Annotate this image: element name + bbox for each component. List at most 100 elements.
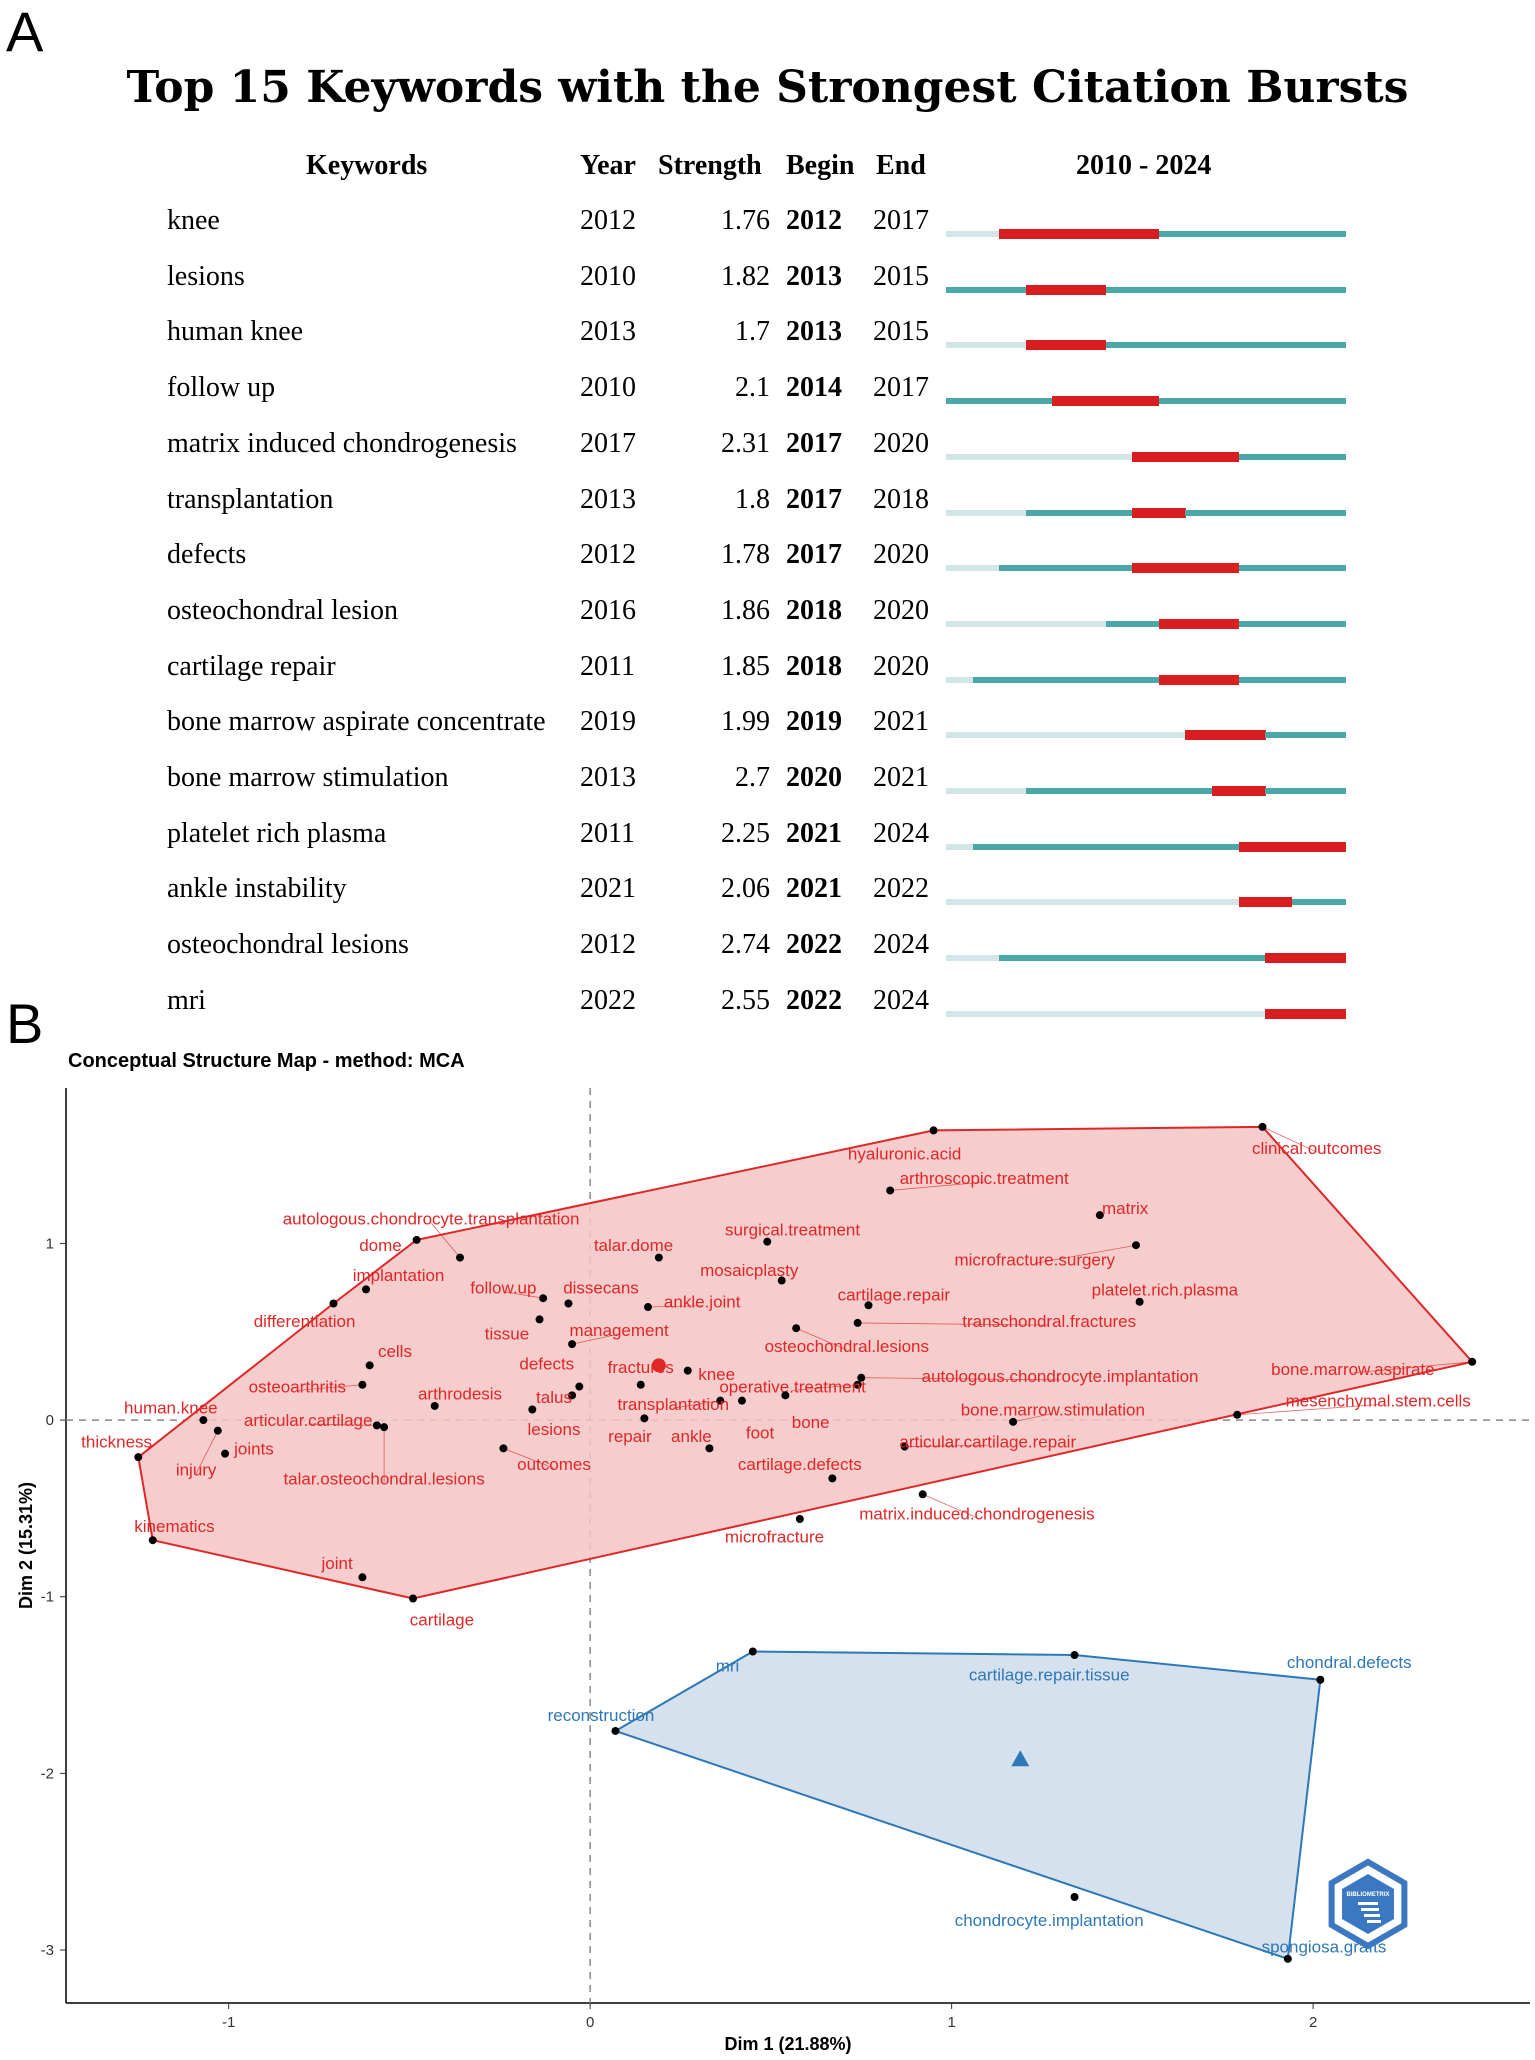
panel-a-letter: A [6, 0, 44, 63]
active-segment [972, 676, 1000, 683]
active-segment [1212, 843, 1240, 850]
burst-begin: 2021 [786, 873, 842, 905]
burst-segment [1052, 229, 1080, 239]
active-segment [1238, 509, 1266, 516]
active-segment [1238, 453, 1266, 460]
label-leader-line [1034, 1244, 1137, 1264]
active-segment [1185, 955, 1213, 962]
inactive-segment [946, 732, 974, 739]
inactive-segment [972, 342, 1000, 349]
burst-year: 2022 [580, 984, 636, 1016]
inactive-segment [1079, 732, 1107, 739]
active-segment [1291, 342, 1319, 349]
data-point [643, 1303, 652, 1312]
burst-year: 2021 [580, 873, 636, 905]
burst-row: osteochondral lesion 2016 1.86 2018 2020 [0, 595, 1535, 651]
header-keywords: Keywords [306, 150, 428, 181]
active-segment [946, 286, 974, 293]
burst-segment [1265, 897, 1293, 908]
y-tick-label: 0 [46, 1412, 54, 1429]
data-point [1070, 1893, 1079, 1902]
burst-keyword: osteochondral lesion [167, 594, 398, 626]
burst-keyword: mri [167, 984, 206, 1016]
burst-segment [1132, 451, 1160, 462]
data-point-label: defects [519, 1355, 574, 1374]
active-segment [1291, 453, 1319, 460]
inactive-segment [999, 509, 1027, 516]
burst-strength: 1.86 [721, 594, 770, 626]
data-point [1233, 1410, 1242, 1419]
burst-keyword: bone marrow aspirate concentrate [167, 706, 546, 738]
burst-end: 2024 [873, 929, 929, 961]
data-point [372, 1421, 381, 1430]
burst-end: 2020 [873, 650, 929, 682]
burst-row: cartilage repair 2011 1.85 2018 2020 [0, 651, 1535, 707]
active-segment [1318, 342, 1346, 349]
data-point-label: talar.dome [594, 1236, 673, 1255]
inactive-segment [972, 1010, 1000, 1017]
data-point [358, 1380, 367, 1389]
burst-segment [1052, 284, 1080, 295]
data-point-label: bone.marrow.stimulation [961, 1400, 1145, 1419]
burst-segment [1291, 1008, 1319, 1019]
label-leader-line [792, 1384, 858, 1391]
burst-row: follow up 2010 2.1 2014 2017 [0, 372, 1535, 428]
inactive-segment [999, 620, 1027, 627]
inactive-segment [1025, 620, 1053, 627]
data-point [792, 1324, 801, 1333]
inactive-segment [972, 899, 1000, 906]
inactive-segment [999, 342, 1027, 349]
inactive-segment [946, 899, 974, 906]
bibliometrix-logo-bar [1361, 1908, 1379, 1911]
data-point [654, 1253, 663, 1262]
label-leader-line [673, 1400, 721, 1409]
active-segment [1318, 788, 1346, 794]
burst-segment [1158, 451, 1186, 462]
burst-end: 2015 [873, 316, 929, 348]
burst-strength: 1.76 [721, 205, 770, 236]
data-point-label: clinical.outcomes [1252, 1139, 1381, 1158]
header-begin: Begin [786, 150, 855, 181]
data-point-label: autologous.chondrocyte.implantation [922, 1367, 1199, 1386]
label-leader-line [857, 1322, 1050, 1326]
active-segment [1158, 843, 1186, 850]
data-point [781, 1391, 790, 1400]
data-point-label: osteoarthritis [249, 1378, 346, 1397]
burst-strength: 2.25 [721, 817, 770, 849]
active-segment [1105, 955, 1133, 962]
active-segment [1185, 342, 1213, 349]
data-point-label: transchondral.fractures [962, 1312, 1136, 1331]
burst-end: 2021 [873, 762, 929, 793]
active-segment [1132, 676, 1160, 683]
data-point [777, 1276, 786, 1285]
active-segment [1132, 286, 1160, 293]
active-segment [972, 843, 1000, 850]
active-segment [1318, 620, 1346, 627]
burst-segment [1025, 340, 1053, 351]
cluster-hull [613, 1650, 1322, 1961]
active-segment [999, 565, 1027, 572]
active-segment [1265, 732, 1293, 739]
active-segment [1132, 620, 1160, 627]
burst-segment [1212, 730, 1240, 741]
active-segment [1291, 398, 1319, 405]
active-segment [1132, 788, 1160, 794]
y-tick-label: 1 [46, 1235, 54, 1252]
active-segment [1052, 788, 1080, 794]
active-segment [1318, 676, 1346, 683]
label-leader-line [430, 1222, 461, 1258]
active-segment [1238, 565, 1266, 572]
label-leader-line [503, 1291, 544, 1299]
burst-strength: 2.31 [721, 427, 770, 459]
burst-keyword: matrix induced chondrogenesis [167, 427, 517, 459]
data-point-label: talus [536, 1388, 572, 1407]
burst-year: 2017 [580, 427, 636, 459]
inactive-segment [1079, 453, 1107, 460]
panel-b-letter: B [6, 992, 44, 1055]
burst-segment [1265, 953, 1293, 964]
data-point [748, 1647, 757, 1656]
data-point-label: cells [378, 1342, 412, 1361]
data-point-label: tissue [485, 1325, 529, 1344]
active-segment [1079, 788, 1107, 794]
data-point-label: arthroscopic.treatment [900, 1169, 1069, 1188]
